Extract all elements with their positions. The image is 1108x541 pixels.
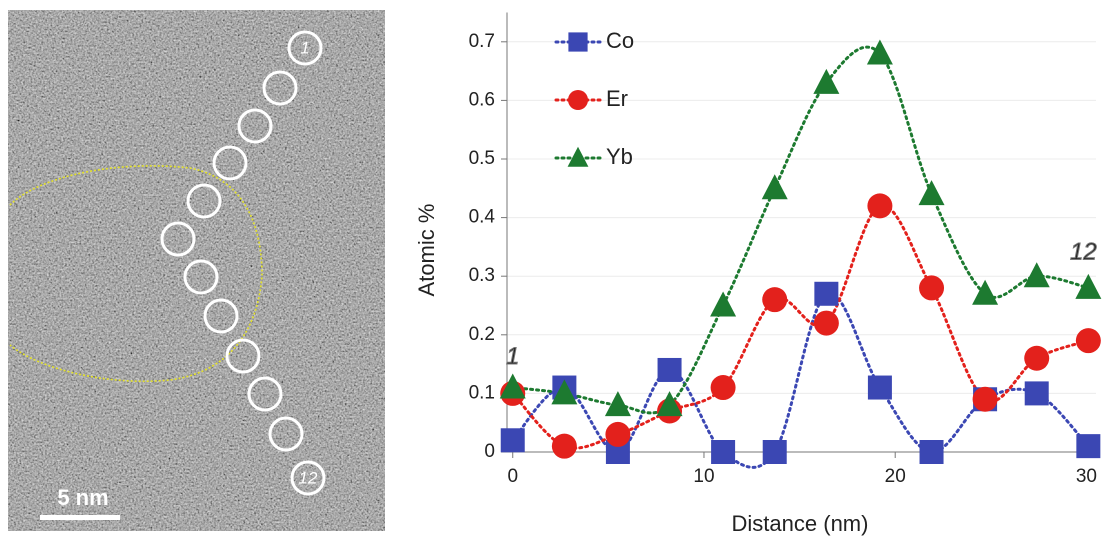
- circle-label: 12: [299, 468, 318, 487]
- marker: [866, 39, 893, 65]
- y-tick-label: 0.7: [469, 31, 495, 52]
- marker: [604, 391, 631, 417]
- scale-bar-label: 5 nm: [57, 485, 108, 510]
- scale-bar: [40, 515, 120, 520]
- legend-label: Er: [606, 86, 628, 111]
- marker: [813, 310, 839, 336]
- marker: [814, 281, 839, 306]
- marker: [568, 32, 588, 52]
- marker: [1075, 273, 1102, 299]
- marker: [551, 433, 577, 459]
- marker: [567, 146, 589, 167]
- marker: [568, 90, 588, 110]
- marker: [1075, 328, 1101, 354]
- marker: [762, 440, 787, 464]
- circle-label: 1: [300, 38, 309, 57]
- x-axis-label: Distance (nm): [732, 511, 869, 536]
- marker: [656, 391, 683, 417]
- marker: [551, 379, 578, 405]
- x-tick-label: 0: [507, 466, 518, 487]
- annotation: 12: [1070, 238, 1097, 265]
- marker: [710, 291, 737, 317]
- marker: [972, 386, 998, 412]
- marker: [1024, 381, 1049, 406]
- marker: [867, 193, 893, 219]
- probe-circles: [160, 30, 326, 496]
- y-tick-label: 0.6: [469, 89, 495, 110]
- y-axis-label: Atomic %: [414, 204, 439, 297]
- marker: [919, 440, 944, 464]
- tem-image: 1 12 5 nm: [8, 10, 385, 531]
- marker: [500, 428, 525, 453]
- marker: [657, 357, 682, 382]
- y-tick-label: 0.1: [469, 382, 495, 403]
- marker: [499, 373, 526, 399]
- marker: [761, 174, 788, 200]
- marker: [605, 421, 631, 447]
- marker: [710, 375, 736, 401]
- y-tick-label: 0.4: [469, 207, 496, 228]
- y-tick-label: 0.3: [469, 265, 495, 286]
- marker: [813, 68, 840, 94]
- x-tick-label: 30: [1076, 466, 1097, 487]
- marker: [867, 375, 892, 400]
- x-tick-label: 20: [885, 466, 906, 487]
- image-texture: [8, 10, 385, 531]
- marker: [711, 440, 736, 464]
- series-line: [511, 45, 1090, 415]
- marker: [1076, 434, 1101, 459]
- marker: [762, 287, 788, 313]
- series-line: [511, 204, 1090, 450]
- y-tick-label: 0: [484, 441, 495, 462]
- legend-label: Co: [606, 28, 634, 53]
- y-tick-label: 0.2: [469, 324, 495, 345]
- particle-outline: [9, 165, 263, 383]
- y-tick-label: 0.5: [469, 148, 495, 169]
- marker: [1024, 345, 1050, 371]
- marker: [972, 279, 999, 305]
- marker: [918, 180, 945, 206]
- legend-label: Yb: [606, 144, 633, 169]
- marker: [1023, 262, 1050, 288]
- marker: [919, 275, 945, 301]
- annotation: 1: [506, 343, 519, 370]
- x-tick-label: 10: [693, 466, 714, 487]
